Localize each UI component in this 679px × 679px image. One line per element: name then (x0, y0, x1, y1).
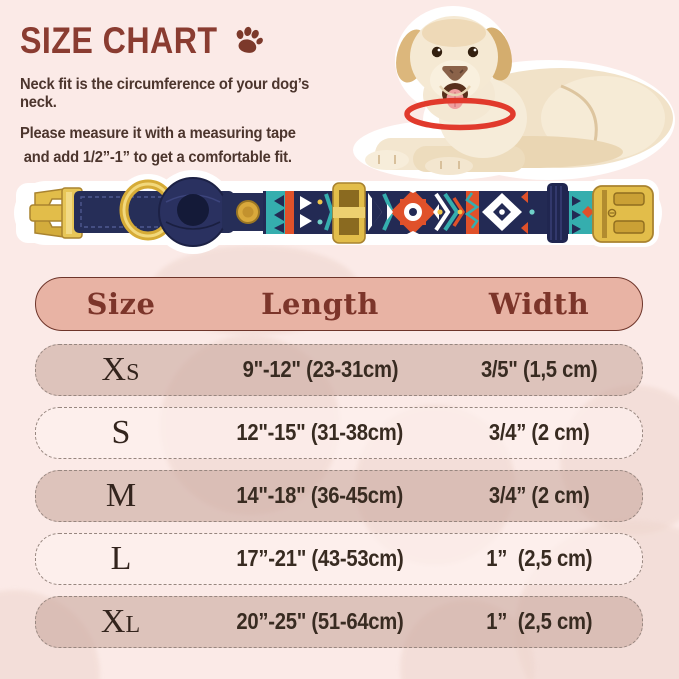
header-block: SIZE CHART Neck fit is the circumference… (20, 22, 365, 167)
size-table: Size Length Width XS 9"-12" (23-31cm) 3/… (35, 277, 643, 648)
table-header-row: Size Length Width (35, 277, 643, 331)
size-cell: M (105, 477, 137, 514)
keeper-loop (547, 183, 568, 243)
width-cell: 3/4” (2 cm) (488, 482, 590, 508)
size-cell: L (110, 540, 132, 577)
header-cell-width: Width (488, 287, 590, 321)
dog-photo (353, 6, 675, 180)
description: Neck fit is the circumference of your do… (20, 76, 365, 167)
length-cell: 17”-21" (43-53cm) (236, 545, 404, 571)
width-cell: 3/4” (2 cm) (488, 419, 590, 445)
buckle-female (592, 185, 654, 243)
page-title: SIZE CHART (20, 20, 218, 61)
table-row: XS 9"-12" (23-31cm) 3/5" (1,5 cm) (35, 344, 643, 396)
description-line: Neck fit is the circumference of your do… (20, 76, 310, 111)
header-cell-size: Size (86, 287, 156, 321)
description-line: Please measure it with a measuring tape (20, 124, 296, 142)
slider-adjuster (332, 182, 366, 244)
collar-product-image (14, 170, 662, 254)
size-cell: XL (100, 603, 142, 640)
length-cell: 12"-15" (31-38cm) (236, 419, 404, 445)
description-line: and add 1/2”-1” to get a comfortable fit… (23, 149, 292, 167)
header-cell-length: Length (261, 287, 379, 321)
length-cell: 9"-12" (23-31cm) (242, 356, 398, 382)
table-row: M 14"-18" (36-45cm) 3/4” (2 cm) (35, 470, 643, 522)
paw-icon (236, 26, 263, 53)
width-cell: 1” (2,5 cm) (486, 608, 592, 634)
length-cell: 14"-18" (36-45cm) (236, 482, 404, 508)
table-body: XS 9"-12" (23-31cm) 3/5" (1,5 cm) S 12"-… (35, 344, 643, 648)
table-row: L 17”-21" (43-53cm) 1” (2,5 cm) (35, 533, 643, 585)
table-row: S 12"-15" (31-38cm) 3/4” (2 cm) (35, 407, 643, 459)
size-cell: S (111, 414, 131, 451)
width-cell: 1” (2,5 cm) (486, 545, 592, 571)
table-row: XL 20”-25" (51-64cm) 1” (2,5 cm) (35, 596, 643, 648)
width-cell: 3/5" (1,5 cm) (480, 356, 598, 382)
length-cell: 20”-25" (51-64cm) (236, 608, 404, 634)
size-cell: XS (101, 351, 141, 388)
